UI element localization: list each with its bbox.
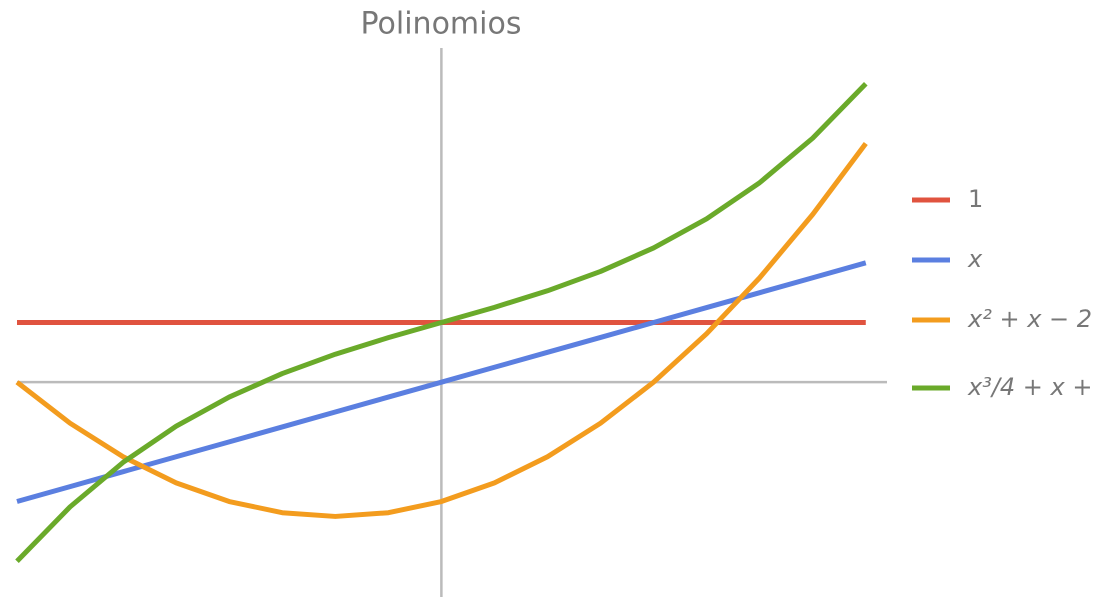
legend-label: x³/4 + x + 1 bbox=[967, 373, 1100, 401]
legend-label: x bbox=[967, 245, 983, 273]
legend-label: x² + x − 2 bbox=[967, 305, 1092, 333]
series-line bbox=[16, 260, 867, 504]
series-line bbox=[15, 141, 868, 519]
series-line bbox=[15, 82, 868, 563]
chart-title: Polinomios bbox=[361, 7, 522, 42]
legend-label: 1 bbox=[968, 185, 983, 213]
